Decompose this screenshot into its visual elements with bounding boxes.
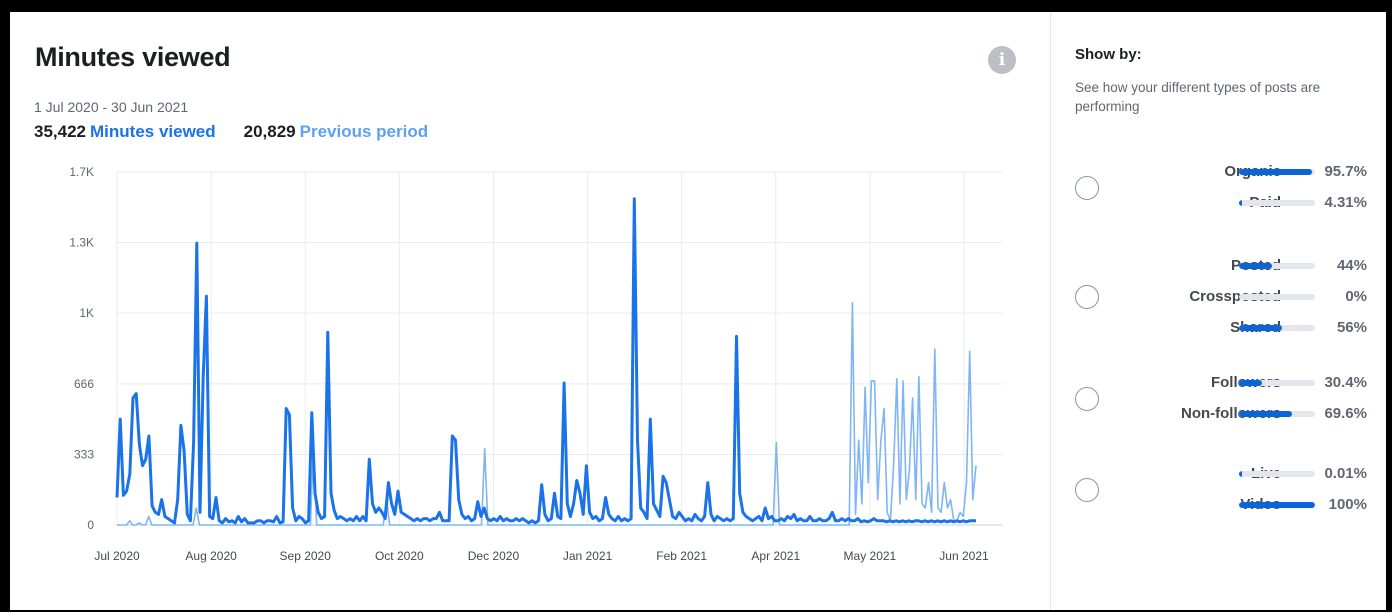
y-tick-label: 0 — [87, 518, 94, 532]
summary-metrics: 35,422 Minutes viewed 20,829 Previous perio… — [34, 122, 428, 142]
breakdown-value: 56% — [1336, 319, 1367, 336]
show-by-description: See how your different types of posts ar… — [1075, 80, 1321, 114]
breakdown-value: 30.4% — [1324, 374, 1367, 391]
breakdown-row: Crossposted 0% — [1111, 287, 1367, 307]
current-value: 35,422 — [34, 122, 86, 141]
x-tick-label: May 2021 — [844, 549, 897, 563]
breakdown-bar-fill — [1239, 502, 1315, 508]
breakdown-value: 4.31% — [1324, 194, 1367, 211]
radio-organic-paid[interactable] — [1075, 175, 1099, 200]
date-range: 1 Jul 2020 - 30 Jun 2021 — [34, 99, 189, 115]
breakdown-row: Live0.01% — [1111, 464, 1367, 484]
breakdown-label: Non-followers — [1181, 405, 1281, 422]
line-chart: 0 333 666 1K 1.3K 1.7K Jul 2020 Aug 2020 Sep 20… — [69, 165, 1002, 563]
breakdown-bar-fill — [1239, 325, 1282, 331]
radio-posted-crossposted-shared[interactable] — [1075, 285, 1099, 309]
breakdown-bar-track — [1239, 502, 1315, 508]
previous-value: 20,829 — [243, 122, 296, 141]
breakdown-bar-fill — [1239, 169, 1312, 175]
breakdown-value: 0% — [1345, 288, 1367, 305]
page-frame: Minutes viewed i 1 Jul 2020 - 30 Jun 202… — [10, 12, 1386, 610]
x-tick-label: Feb 2021 — [656, 549, 707, 563]
radio-followers[interactable] — [1075, 386, 1099, 411]
breakdown-row: Shared56% — [1111, 318, 1367, 338]
series-line-previous-period — [117, 301, 977, 526]
breakdown-row: Video100% — [1111, 495, 1367, 515]
breakdown-value: 0.01% — [1324, 465, 1367, 482]
breakdown-bar-track — [1239, 471, 1315, 477]
breakdown-value: 44% — [1336, 257, 1367, 274]
breakdown-row: Posted44% — [1111, 256, 1367, 276]
show-by-title: Show by: — [1075, 46, 1142, 63]
breakdown-bar-track — [1239, 325, 1315, 331]
previous-label[interactable]: Previous period — [299, 122, 429, 141]
show-by-panel: Show by: See how your different types of… — [1050, 12, 1387, 610]
y-tick-label: 666 — [74, 377, 94, 391]
breakdown-row: Organic95.7% — [1111, 162, 1367, 182]
chart-title: Minutes viewed — [35, 42, 231, 72]
breakdown-row: Followers30.4% — [1111, 373, 1367, 393]
breakdown-bar-track — [1239, 380, 1315, 386]
breakdown-label: Crossposted — [1189, 288, 1281, 305]
info-icon[interactable]: i — [988, 46, 1016, 74]
current-label[interactable]: Minutes viewed — [90, 122, 216, 141]
breakdown-bar-fill — [1239, 263, 1273, 269]
breakdown-bar-track — [1239, 294, 1315, 300]
breakdown-value: 69.6% — [1324, 405, 1367, 422]
breakdown-row: Non-followers 69.6% — [1111, 404, 1367, 424]
x-tick-label: Aug 2020 — [185, 549, 237, 563]
chart-panel: Minutes viewed i 1 Jul 2020 - 30 Jun 202… — [10, 12, 1050, 610]
breakdown-bar-track — [1239, 263, 1315, 269]
breakdown-bar-fill — [1239, 411, 1292, 417]
x-tick-label: Apr 2021 — [751, 549, 800, 563]
radio-live-video[interactable] — [1075, 477, 1099, 502]
x-tick-label: Dec 2020 — [468, 549, 520, 563]
y-tick-label: 1.3K — [69, 236, 94, 250]
breakdown-bar-track — [1239, 169, 1315, 175]
series-line-minutes-viewed — [115, 197, 976, 525]
breakdown-value: 95.7% — [1324, 163, 1367, 180]
y-tick-label: 1K — [79, 306, 94, 320]
x-tick-label: Jun 2021 — [939, 549, 989, 563]
breakdown-bar-track — [1239, 411, 1315, 417]
breakdown-bar-fill — [1239, 380, 1263, 386]
x-tick-label: Jul 2020 — [94, 549, 140, 563]
breakdown-bar-track — [1239, 200, 1315, 206]
breakdown-bar-fill — [1239, 471, 1242, 477]
y-tick-label: 333 — [74, 447, 94, 461]
breakdown-value: 100% — [1328, 496, 1367, 513]
x-tick-label: Jan 2021 — [563, 549, 613, 563]
breakdown-bar-fill — [1239, 200, 1243, 206]
y-tick-label: 1.7K — [69, 165, 94, 179]
x-tick-label: Oct 2020 — [375, 549, 424, 563]
x-tick-label: Sep 2020 — [280, 549, 332, 563]
breakdown-row: Paid4.31% — [1111, 193, 1367, 213]
